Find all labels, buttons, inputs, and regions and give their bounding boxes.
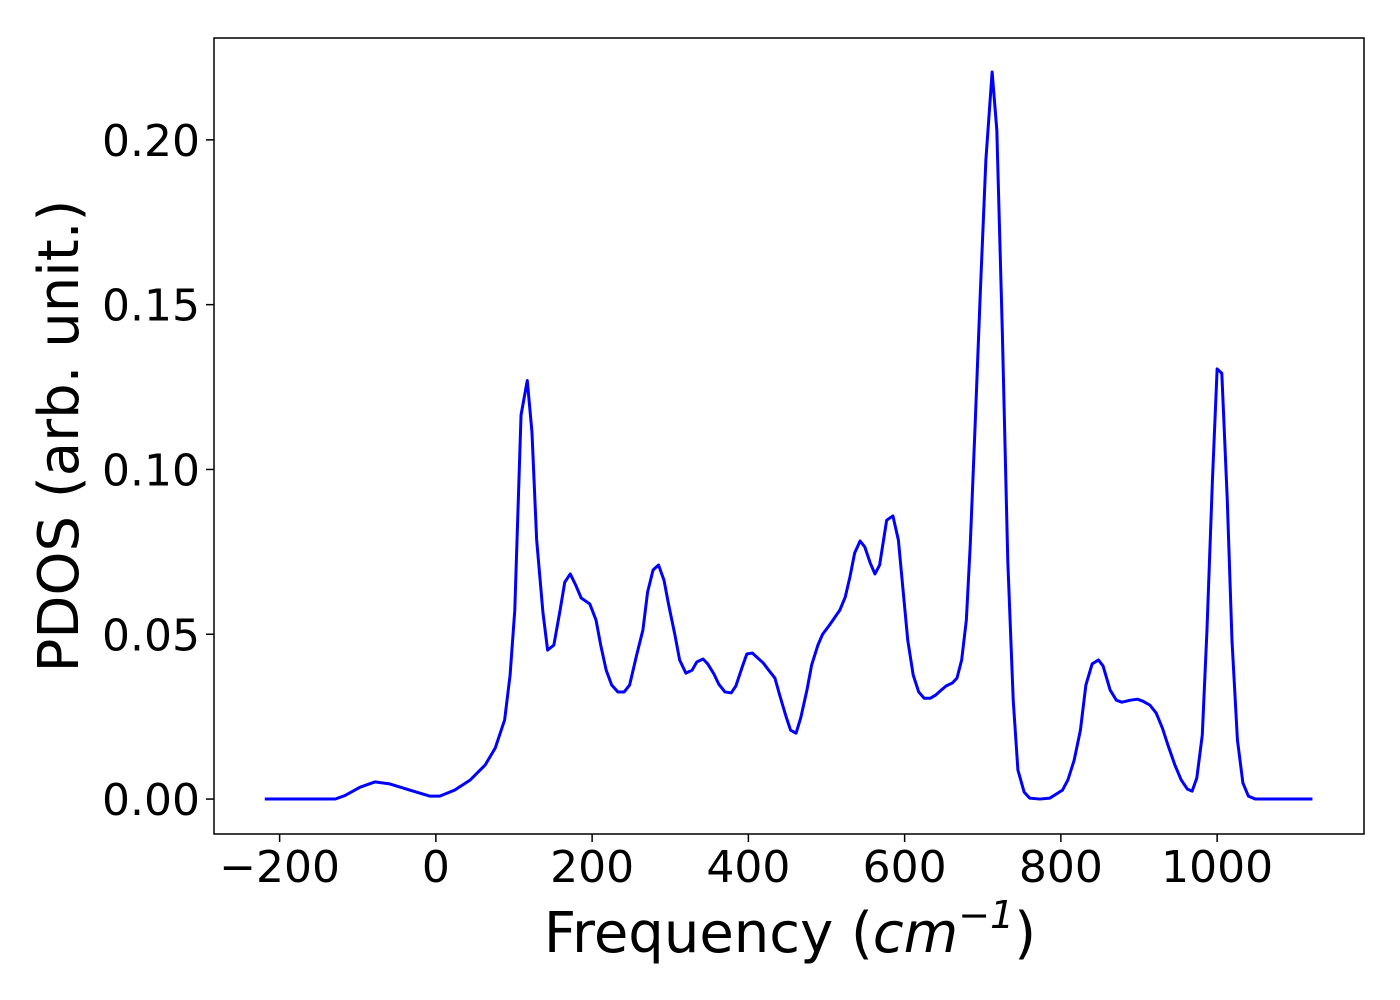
y-tick-label: 0.00 [102,775,200,826]
plot-frame [213,37,1365,835]
x-tick-label: 400 [706,842,790,893]
y-tick-label: 0.20 [102,116,200,167]
x-axis-label: Frequency (cm−1) [544,893,1036,966]
x-tick-label: −200 [219,842,340,893]
x-label-text: Frequency ( [544,901,873,966]
data-line [264,70,1313,801]
x-tick-label: 0 [422,842,450,893]
x-label-suffix: ) [1014,901,1036,966]
x-label-unit: cm [873,901,958,966]
y-tick-label: 0.15 [102,281,200,332]
x-tick-label: 800 [1019,842,1103,893]
x-tick-label: 200 [550,842,634,893]
x-tick-label: 600 [863,842,947,893]
x-tick-label: 1000 [1161,842,1273,893]
y-axis-label: PDOS (arb. unit.) [27,200,92,673]
y-tick-label: 0.05 [102,610,200,661]
x-label-exponent: −1 [958,893,1014,937]
y-tick-label: 0.10 [102,445,200,496]
